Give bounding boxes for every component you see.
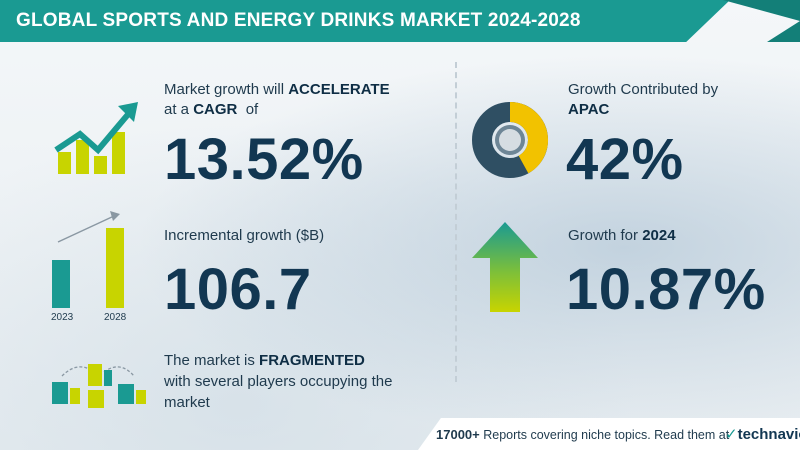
footer-banner: 17000+ Reports covering niche topics. Re… [418, 418, 800, 450]
page-title: GLOBAL SPORTS AND ENERGY DRINKS MARKET 2… [16, 10, 581, 31]
bar-label-2028: 2028 [104, 312, 127, 323]
growth2024-value: 10.87% [566, 257, 766, 322]
technavio-link[interactable]: ✓technavio [725, 425, 800, 443]
apac-value: 42% [566, 127, 684, 192]
bar-2028 [106, 228, 124, 308]
apac-slice [509, 102, 548, 174]
cagr-text-2: at a [164, 101, 194, 118]
apac-text-1: Growth Contributed by [568, 81, 719, 98]
donut-chart-icon [472, 102, 548, 178]
cagr-value: 13.52% [164, 127, 364, 192]
cagr-accelerate: ACCELERATE [288, 81, 390, 98]
header-banner: GLOBAL SPORTS AND ENERGY DRINKS MARKET 2… [0, 0, 800, 42]
cagr-label: CAGR [193, 101, 238, 118]
growth2024-text: Growth for [568, 227, 643, 244]
growth2024-caption: Growth for 2024 [568, 226, 676, 246]
technavio-logo-icon: ✓ [725, 426, 738, 443]
fragmented-text-2: with several players occupying the [164, 373, 393, 390]
cagr-text-3: of [237, 101, 259, 118]
apac-caption: Growth Contributed by APAC [568, 80, 718, 120]
fragmented-text-3: market [164, 394, 210, 411]
bar-label-2023: 2023 [51, 312, 74, 323]
bar-comparison-icon: 2023 2028 [51, 211, 127, 323]
bar-2023 [52, 260, 70, 308]
growth2024-year: 2024 [642, 227, 676, 244]
header-band [0, 0, 730, 42]
incremental-label: Incremental growth ($B) [164, 227, 325, 244]
fragmented-text-1: The market is [164, 352, 260, 369]
fragmented-bold: FRAGMENTED [259, 352, 365, 369]
incremental-value: 106.7 [164, 257, 312, 322]
apac-region: APAC [568, 101, 610, 118]
footer-count: 17000+ [436, 427, 480, 442]
rising-chart-icon [54, 102, 138, 174]
center-divider [455, 62, 457, 382]
up-arrow-icon [472, 222, 538, 312]
footer-message: Reports covering niche topics. Read them… [479, 428, 730, 442]
fragmented-caption: The market is FRAGMENTED with several pl… [164, 350, 392, 413]
cagr-text-1: Market growth will [164, 81, 289, 98]
cagr-caption: Market growth will ACCELERATE at a CAGR … [164, 80, 390, 120]
technavio-logo-text: technavio [737, 426, 800, 443]
buildings-icon [52, 364, 146, 408]
footer-text: 17000+ Reports covering niche topics. Re… [436, 427, 729, 442]
